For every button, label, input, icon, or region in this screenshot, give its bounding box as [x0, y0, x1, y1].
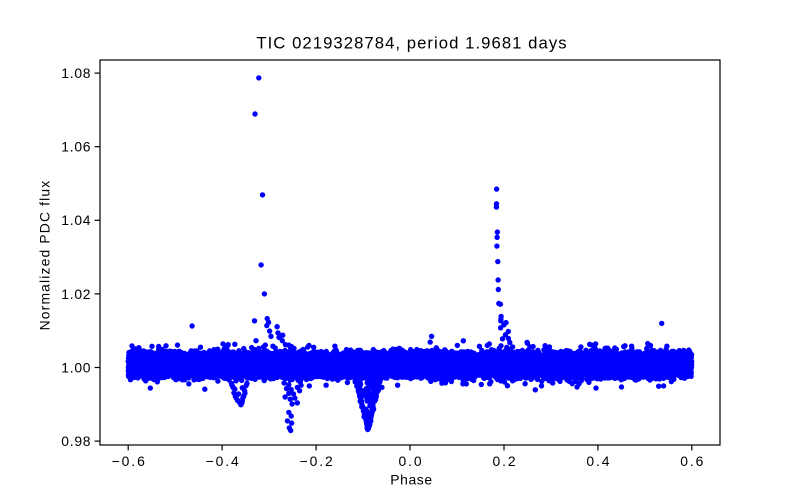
- svg-text:Phase: Phase: [390, 472, 432, 488]
- svg-text:−0.2: −0.2: [300, 453, 335, 469]
- svg-text:1.00: 1.00: [61, 359, 91, 375]
- svg-text:Normalized PDC flux: Normalized PDC flux: [37, 180, 53, 331]
- svg-text:1.04: 1.04: [61, 212, 91, 228]
- svg-text:0.2: 0.2: [492, 453, 517, 469]
- svg-text:0.0: 0.0: [398, 453, 423, 469]
- svg-text:−0.6: −0.6: [112, 453, 147, 469]
- svg-text:0.6: 0.6: [680, 453, 705, 469]
- svg-text:1.08: 1.08: [61, 65, 91, 81]
- svg-text:1.02: 1.02: [61, 286, 91, 302]
- svg-text:TIC 0219328784, period 1.9681: TIC 0219328784, period 1.9681 days: [256, 33, 567, 52]
- svg-text:−0.4: −0.4: [206, 453, 241, 469]
- svg-text:1.06: 1.06: [61, 139, 91, 155]
- svg-text:0.4: 0.4: [586, 453, 611, 469]
- svg-text:0.98: 0.98: [61, 433, 91, 449]
